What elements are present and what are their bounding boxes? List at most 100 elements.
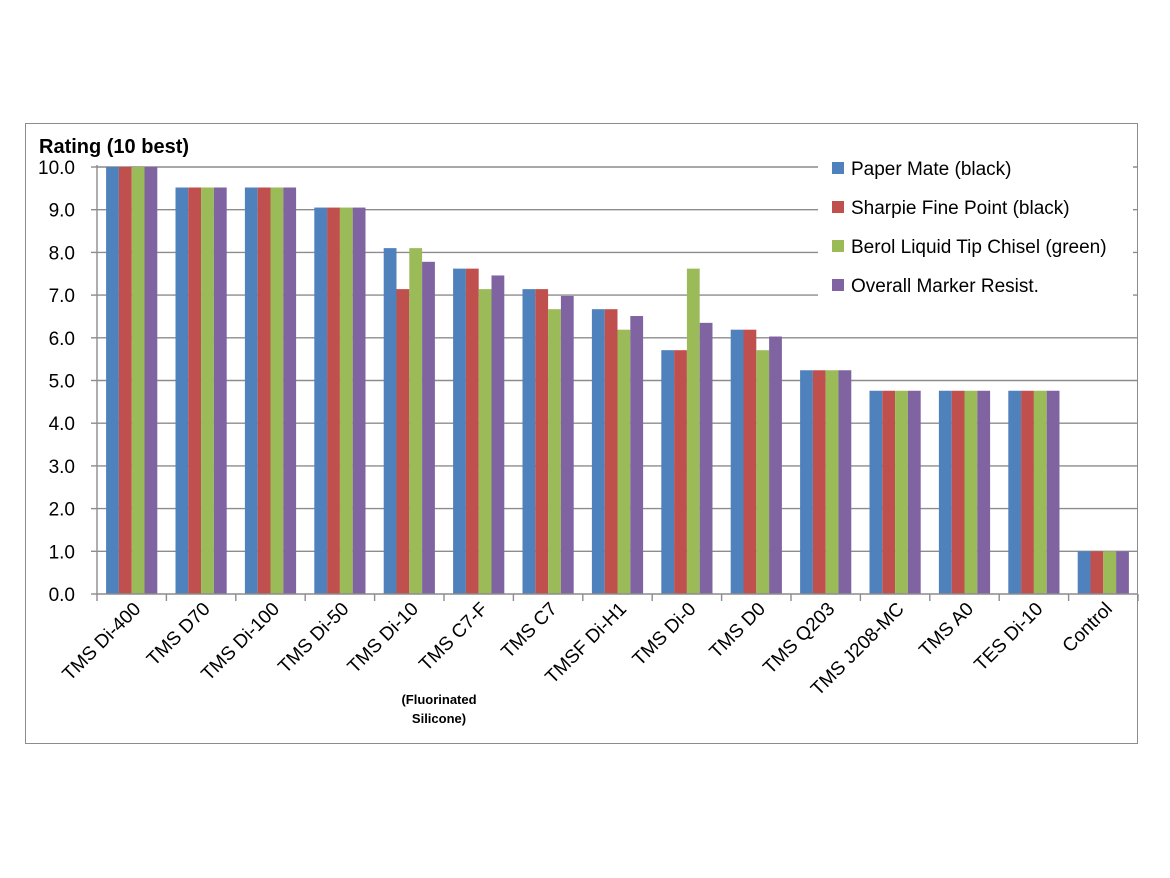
x-category-label: TMS Di-50 [274, 599, 353, 678]
bar [769, 336, 782, 594]
bar [630, 316, 644, 594]
bar [383, 248, 397, 594]
annotation-text: Silicone) [412, 711, 466, 726]
bar [244, 187, 258, 594]
bar [604, 309, 618, 594]
bar [591, 309, 605, 594]
legend-swatch [832, 201, 844, 213]
bar [1021, 390, 1034, 594]
bar [1033, 390, 1047, 594]
bar [327, 207, 340, 594]
bar [175, 187, 189, 594]
bar [730, 329, 744, 594]
bar [118, 167, 132, 594]
bar [491, 275, 505, 594]
y-axis-label: Rating (10 best) [39, 136, 189, 158]
y-tick-label: 10.0 [38, 158, 75, 179]
y-tick-label: 0.0 [49, 585, 75, 606]
bar [339, 207, 353, 594]
bar [907, 390, 921, 594]
bar [882, 390, 896, 594]
x-category-label: TMS D70 [143, 599, 215, 671]
bar [270, 187, 284, 594]
bar [1103, 551, 1117, 594]
bar [825, 370, 839, 594]
legend-label: Berol Liquid Tip Chisel (green) [851, 237, 1107, 258]
bar [144, 167, 158, 594]
bar [1090, 551, 1104, 594]
bar [396, 289, 410, 594]
bar [1116, 551, 1129, 594]
bar [352, 207, 366, 594]
x-category-label: TMS Di-10 [344, 599, 423, 678]
bar [106, 167, 119, 594]
bar [465, 268, 479, 594]
bar [800, 370, 813, 594]
bar [674, 350, 687, 594]
bars [106, 167, 1129, 594]
annotations: (Fluorinated Silicone) [401, 692, 476, 726]
y-tick-label: 4.0 [49, 414, 75, 435]
bar [938, 390, 952, 594]
x-category-label: TMS C7-F [415, 599, 492, 676]
bar [951, 390, 965, 594]
x-category-label: TMS Di-400 [59, 599, 146, 686]
legend-swatch [832, 240, 844, 252]
annotation-text: (Fluorinated [401, 692, 476, 707]
bar-chart: 0.0 1.0 2.0 3.0 4.0 5.0 6.0 7.0 8.0 9.0 10.0 TMS D… [38, 136, 1139, 726]
y-tick-label: 5.0 [49, 372, 75, 393]
bar [535, 289, 549, 594]
y-tick-label: 6.0 [49, 329, 75, 350]
bar [756, 350, 770, 594]
bar [699, 322, 713, 594]
y-tick-labels: 0.0 1.0 2.0 3.0 4.0 5.0 6.0 7.0 8.0 9.0 10.0 [38, 158, 75, 606]
y-tick-label: 9.0 [49, 201, 75, 222]
chart-frame: 0.0 1.0 2.0 3.0 4.0 5.0 6.0 7.0 8.0 9.0 10.0 TMS D… [25, 123, 1139, 744]
bar [743, 329, 757, 594]
bar [895, 390, 908, 594]
y-tick-label: 1.0 [49, 542, 75, 563]
legend-label: Overall Marker Resist. [851, 276, 1039, 297]
bar [131, 167, 145, 594]
bar [977, 390, 991, 594]
bar [201, 187, 214, 594]
bar [453, 268, 466, 594]
bar [422, 261, 435, 594]
bar [964, 390, 978, 594]
legend-background [818, 146, 1133, 316]
y-tick-label: 2.0 [49, 500, 75, 521]
bar [617, 329, 631, 594]
x-category-label: TMS Di-0 [629, 599, 701, 671]
bar [257, 187, 271, 594]
y-tick-label: 3.0 [49, 457, 75, 478]
bar [869, 390, 883, 594]
legend: Paper Mate (black) Sharpie Fine Point (bl… [818, 146, 1133, 316]
bar [522, 289, 536, 594]
y-tick-label: 7.0 [49, 286, 75, 307]
bar [1008, 390, 1022, 594]
bar [188, 187, 202, 594]
bar [1046, 390, 1060, 594]
x-category-label: TMS D0 [706, 599, 770, 663]
y-tick-label: 8.0 [49, 243, 75, 264]
bar [812, 370, 826, 594]
legend-swatch [832, 279, 844, 291]
bar [686, 268, 700, 594]
bar [1077, 551, 1091, 594]
legend-label: Sharpie Fine Point (black) [851, 198, 1070, 219]
x-category-label: TMS C7 [498, 599, 562, 663]
bar [314, 207, 328, 594]
x-category-label: TMS A0 [915, 599, 978, 662]
legend-label: Paper Mate (black) [851, 159, 1012, 180]
legend-swatch [832, 162, 844, 174]
x-category-label: TES Di-10 [971, 599, 1048, 676]
bar [838, 370, 852, 594]
bar [478, 289, 492, 594]
x-category-label: Control [1059, 599, 1117, 657]
bar [283, 187, 297, 594]
bar [409, 248, 423, 594]
bar [560, 295, 574, 594]
bar [661, 350, 675, 594]
bar [213, 187, 227, 594]
